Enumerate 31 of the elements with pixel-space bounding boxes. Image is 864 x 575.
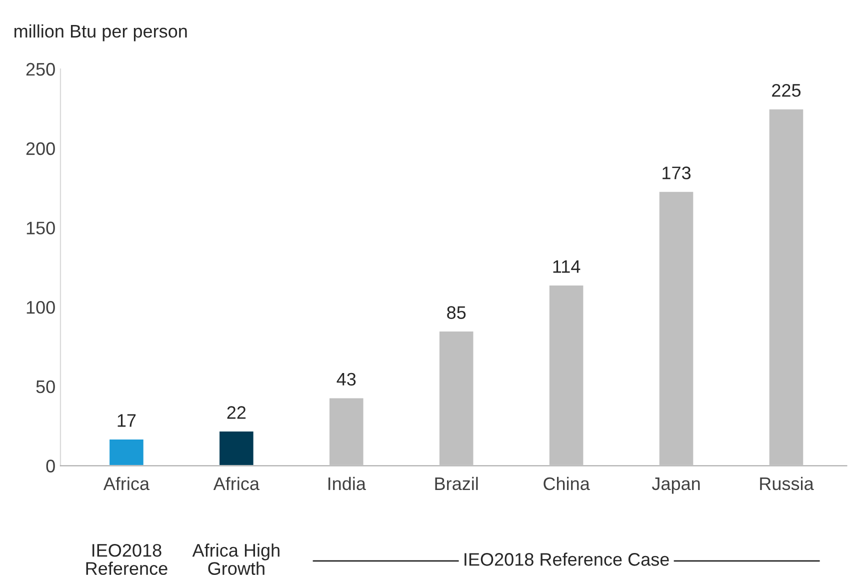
data-label: 22 bbox=[227, 406, 246, 419]
x-tick-label: Brazil bbox=[435, 476, 478, 490]
x-tick-label: Africa bbox=[103, 476, 150, 490]
data-label: 173 bbox=[662, 166, 691, 180]
data-label: 225 bbox=[772, 84, 801, 97]
data-label: 17 bbox=[118, 414, 136, 427]
x-tick-label: China bbox=[544, 476, 590, 490]
y-tick-label: 200 bbox=[26, 142, 55, 156]
bar bbox=[548, 284, 585, 466]
text: Africa High Growth bbox=[192, 543, 280, 575]
bar bbox=[438, 330, 475, 466]
x-tick-label: Russia bbox=[760, 476, 814, 490]
bar bbox=[768, 108, 805, 466]
y-tick-label: 50 bbox=[36, 380, 55, 394]
y-tick-label: 250 bbox=[26, 62, 55, 76]
bar bbox=[328, 396, 365, 466]
data-label: 85 bbox=[447, 306, 466, 319]
bar bbox=[218, 430, 255, 466]
data-label: 43 bbox=[336, 372, 356, 386]
bar bbox=[108, 438, 145, 466]
x-tick-label: India bbox=[328, 476, 366, 490]
bar bbox=[658, 190, 695, 466]
text: IEO2018 Reference Case bbox=[464, 552, 669, 566]
y-tick-label: 0 bbox=[46, 460, 55, 472]
y-axis-title: million Btu per person bbox=[14, 24, 187, 42]
x-tick-label: Africa bbox=[213, 476, 260, 490]
y-tick-label: 150 bbox=[26, 222, 55, 234]
x-tick-label: Japan bbox=[652, 478, 700, 494]
y-tick-label: 100 bbox=[26, 300, 55, 314]
text: IEO2018 Reference bbox=[86, 544, 168, 575]
data-label: 114 bbox=[553, 260, 580, 273]
